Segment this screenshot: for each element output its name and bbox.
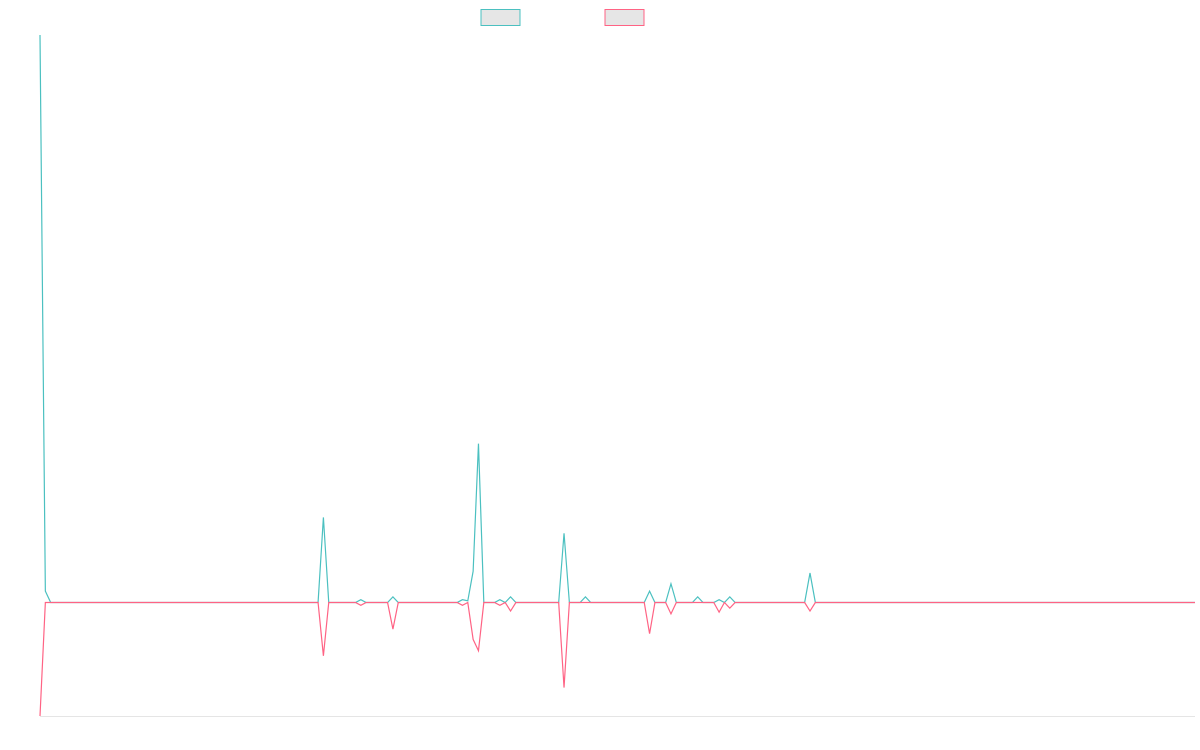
series-line xyxy=(39,601,1195,717)
legend-swatch xyxy=(604,9,645,26)
legend-swatch xyxy=(480,9,521,26)
series-line xyxy=(39,34,1195,604)
